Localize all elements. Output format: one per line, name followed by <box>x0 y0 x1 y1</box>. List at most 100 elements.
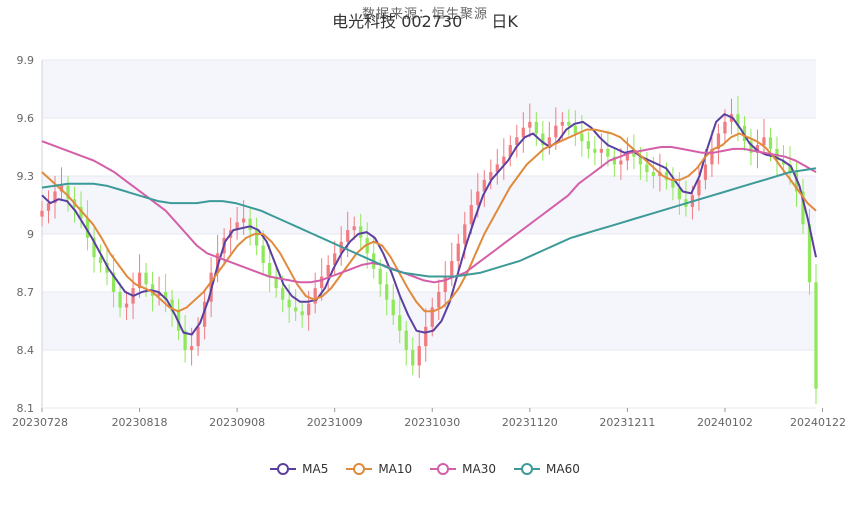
candle-body <box>814 282 818 389</box>
candle-body <box>450 261 454 277</box>
candle-body <box>333 253 337 265</box>
candle-body <box>807 224 812 283</box>
y-tick-label: 8.4 <box>17 344 35 357</box>
candle-body <box>404 330 408 350</box>
candle-body <box>606 148 610 157</box>
candle-body <box>391 299 395 316</box>
legend-item-ma30[interactable]: MA30 <box>430 462 496 476</box>
candle-body <box>482 179 486 192</box>
candle-body <box>163 292 168 300</box>
candle-body <box>137 272 142 289</box>
y-tick-label: 8.7 <box>17 286 35 299</box>
candle-body <box>170 299 174 312</box>
candle-body <box>749 141 753 153</box>
candle-body <box>85 218 90 238</box>
x-tick-label: 20231030 <box>404 416 460 429</box>
candle-body <box>541 133 545 146</box>
candle-body <box>638 156 643 165</box>
candle-body <box>40 210 44 217</box>
legend: MA5 MA10 MA30 MA60 <box>0 462 850 476</box>
period-label: 日K <box>491 12 518 31</box>
candle-body <box>736 114 740 126</box>
candle-body <box>359 226 363 238</box>
candle-body <box>528 121 532 128</box>
candle-body <box>456 243 460 262</box>
candle-body <box>378 268 382 285</box>
candle-body <box>794 172 799 192</box>
candle-body <box>645 164 649 173</box>
candle-body <box>320 276 324 289</box>
x-tick-label: 20231009 <box>307 416 363 429</box>
x-tick-label: 20231120 <box>502 416 558 429</box>
x-tick-label: 20230818 <box>112 416 168 429</box>
candle-body <box>567 121 571 126</box>
candle-body <box>398 315 402 331</box>
candle-body <box>664 172 669 180</box>
ma-lines <box>41 113 817 336</box>
ma-line-ma10 <box>41 128 817 313</box>
legend-marker-icon <box>514 463 541 475</box>
legend-label: MA10 <box>378 462 413 476</box>
candle-body <box>281 288 285 300</box>
x-tick-label: 20230908 <box>209 416 265 429</box>
candle-body <box>625 152 630 161</box>
candle-body <box>346 230 350 242</box>
candle-body <box>489 172 493 180</box>
candle-body <box>202 301 207 327</box>
candle-body <box>443 276 447 292</box>
candle-body <box>586 141 590 149</box>
candle-body <box>235 222 239 231</box>
legend-label: MA5 <box>302 462 329 476</box>
candle-body <box>612 156 616 165</box>
legend-marker-icon <box>430 463 457 475</box>
candle-body <box>573 125 577 134</box>
x-tick-label: 20230728 <box>12 416 68 429</box>
candle-body <box>352 226 356 231</box>
candle-body <box>46 203 51 211</box>
candle-body <box>111 272 116 292</box>
candle-body <box>463 224 467 244</box>
candle-body <box>508 145 512 157</box>
candle-body <box>124 303 129 308</box>
y-tick-label: 9.9 <box>17 54 35 67</box>
candle-body <box>424 326 428 347</box>
candle-body <box>300 311 304 316</box>
legend-item-ma60[interactable]: MA60 <box>514 462 580 476</box>
y-tick-label: 9.6 <box>17 112 35 125</box>
candle-body <box>53 191 57 204</box>
candle-body <box>580 133 584 142</box>
legend-item-ma5[interactable]: MA5 <box>270 462 328 476</box>
candle-body <box>66 185 70 200</box>
candle-body <box>788 164 792 173</box>
candle-body <box>274 276 278 289</box>
candle-body <box>723 121 727 134</box>
x-tick-label: 20231211 <box>599 416 655 429</box>
candle-body <box>326 264 330 277</box>
grid-band <box>42 292 816 350</box>
candle-body <box>762 137 766 146</box>
chart-title: 电光科技 002730 日K <box>0 8 850 32</box>
candle-body <box>469 205 473 225</box>
ma-line-ma30 <box>41 140 817 284</box>
candle-body <box>560 121 564 126</box>
grid <box>41 59 816 409</box>
candle-body <box>437 292 441 308</box>
candle-body <box>476 191 480 205</box>
y-tick-label: 9.3 <box>17 170 35 183</box>
x-axis: 20230728 20230818 20230908 20231009 20231030… <box>12 408 846 429</box>
candle-body <box>651 172 656 176</box>
legend-label: MA60 <box>546 462 580 476</box>
legend-label: MA30 <box>462 462 497 476</box>
candle-body <box>502 156 506 165</box>
legend-marker-icon <box>270 463 297 475</box>
candle-body <box>92 237 96 258</box>
candle-body <box>554 125 558 138</box>
legend-item-ma10[interactable]: MA10 <box>346 462 412 476</box>
candle-body <box>118 292 122 308</box>
candle-body <box>755 145 760 153</box>
stock-title: 电光科技 002730 <box>332 12 463 31</box>
candle-body <box>521 127 525 138</box>
y-axis: 8.1 8.4 8.7 9 9.3 9.6 9.9 <box>17 54 35 415</box>
candle-body <box>255 230 259 246</box>
candle-body <box>547 137 551 146</box>
